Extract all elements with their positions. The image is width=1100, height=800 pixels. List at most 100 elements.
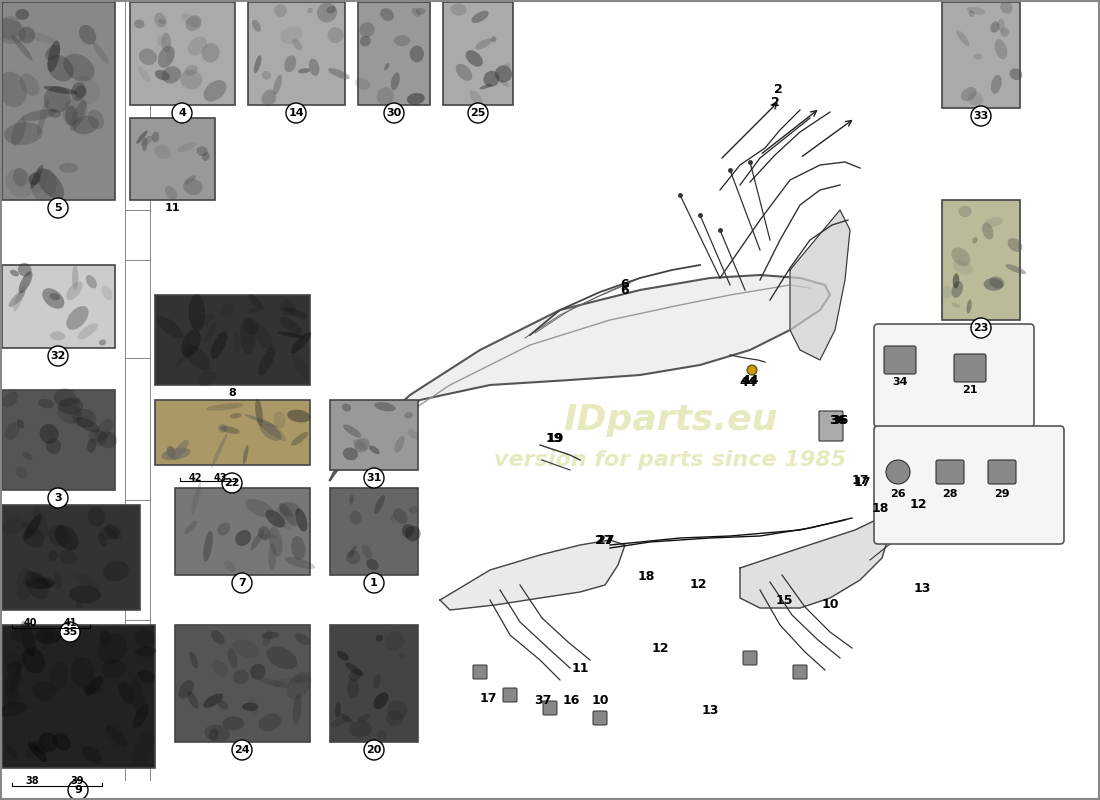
Ellipse shape [384, 63, 389, 70]
Ellipse shape [98, 431, 117, 448]
Ellipse shape [23, 452, 32, 460]
Ellipse shape [33, 507, 48, 538]
Ellipse shape [293, 694, 301, 725]
Ellipse shape [258, 347, 275, 376]
Text: version for parts since 1985: version for parts since 1985 [494, 450, 846, 470]
Ellipse shape [343, 425, 362, 438]
Circle shape [232, 573, 252, 593]
Ellipse shape [307, 8, 312, 14]
Ellipse shape [87, 438, 97, 453]
Circle shape [286, 103, 306, 123]
Ellipse shape [240, 317, 256, 354]
Ellipse shape [76, 417, 99, 433]
Ellipse shape [178, 680, 194, 698]
Ellipse shape [275, 507, 294, 530]
Ellipse shape [220, 304, 233, 316]
Ellipse shape [398, 653, 405, 659]
Ellipse shape [47, 55, 74, 82]
Ellipse shape [292, 536, 306, 560]
Ellipse shape [967, 7, 986, 14]
Ellipse shape [405, 412, 412, 418]
Ellipse shape [39, 398, 54, 408]
Ellipse shape [138, 66, 151, 82]
Text: 29: 29 [994, 489, 1010, 499]
Ellipse shape [295, 634, 310, 645]
Ellipse shape [85, 676, 103, 696]
Text: 34: 34 [892, 377, 907, 387]
Ellipse shape [244, 414, 278, 427]
Ellipse shape [407, 93, 425, 105]
Ellipse shape [280, 26, 302, 44]
Ellipse shape [20, 621, 35, 657]
Ellipse shape [309, 58, 319, 76]
Ellipse shape [7, 661, 22, 675]
Ellipse shape [131, 678, 145, 715]
Bar [155, 400, 310, 465]
Ellipse shape [20, 74, 40, 96]
Bar [330, 400, 418, 470]
Ellipse shape [969, 10, 975, 17]
Ellipse shape [182, 14, 201, 28]
Ellipse shape [279, 300, 296, 316]
Ellipse shape [132, 731, 154, 766]
Ellipse shape [374, 495, 385, 514]
Ellipse shape [342, 403, 351, 411]
Ellipse shape [188, 37, 207, 55]
Ellipse shape [263, 630, 272, 646]
Ellipse shape [134, 628, 155, 647]
Ellipse shape [189, 651, 198, 669]
Circle shape [971, 318, 991, 338]
Ellipse shape [381, 8, 394, 21]
Polygon shape [330, 275, 830, 480]
Text: 44: 44 [739, 375, 757, 389]
Ellipse shape [373, 674, 381, 689]
Ellipse shape [217, 522, 230, 535]
Ellipse shape [77, 323, 98, 339]
Ellipse shape [204, 531, 213, 562]
Ellipse shape [15, 9, 30, 20]
Ellipse shape [262, 90, 276, 106]
Ellipse shape [48, 550, 58, 561]
Ellipse shape [402, 524, 414, 538]
Ellipse shape [92, 42, 109, 64]
Ellipse shape [142, 138, 147, 151]
Ellipse shape [994, 39, 1008, 59]
Ellipse shape [197, 146, 208, 156]
Ellipse shape [28, 742, 47, 762]
Ellipse shape [32, 170, 48, 193]
Ellipse shape [173, 440, 188, 460]
Ellipse shape [262, 71, 271, 79]
Ellipse shape [135, 646, 156, 657]
Ellipse shape [99, 339, 106, 346]
Ellipse shape [51, 331, 65, 340]
Ellipse shape [47, 40, 60, 72]
Ellipse shape [292, 332, 311, 354]
Ellipse shape [255, 324, 273, 350]
Ellipse shape [343, 447, 358, 460]
Ellipse shape [44, 86, 78, 94]
Text: 27: 27 [595, 534, 613, 546]
Text: 2: 2 [774, 83, 783, 96]
Bar [330, 488, 418, 575]
Ellipse shape [480, 84, 492, 90]
Text: 36: 36 [832, 414, 848, 426]
Text: 42: 42 [188, 473, 201, 483]
Ellipse shape [243, 445, 249, 464]
Ellipse shape [243, 318, 258, 335]
Ellipse shape [210, 331, 228, 358]
Ellipse shape [22, 576, 55, 589]
Ellipse shape [346, 678, 359, 698]
Ellipse shape [211, 434, 228, 468]
Ellipse shape [990, 22, 1000, 33]
Ellipse shape [495, 66, 512, 82]
Ellipse shape [31, 169, 57, 202]
Ellipse shape [352, 439, 367, 450]
Ellipse shape [1, 516, 25, 535]
Ellipse shape [228, 648, 238, 668]
Ellipse shape [39, 733, 57, 752]
Ellipse shape [328, 27, 343, 43]
Ellipse shape [50, 662, 67, 691]
Ellipse shape [47, 109, 60, 118]
Ellipse shape [88, 507, 106, 527]
Ellipse shape [336, 702, 341, 718]
